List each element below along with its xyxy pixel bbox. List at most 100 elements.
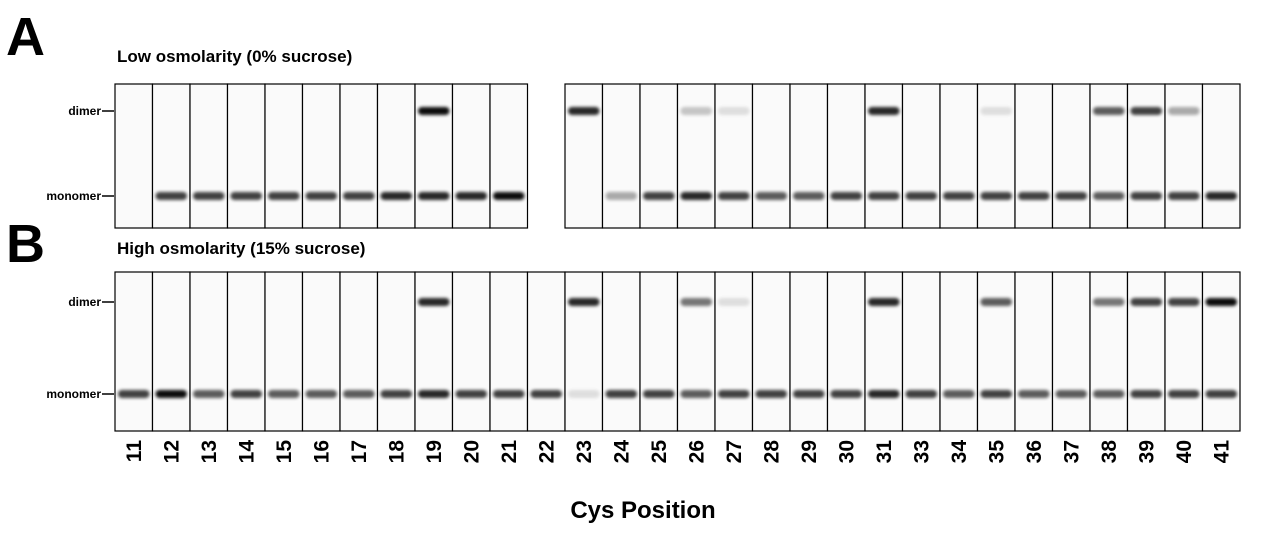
band bbox=[268, 192, 300, 200]
band bbox=[418, 298, 450, 306]
band bbox=[268, 390, 300, 398]
band bbox=[718, 192, 750, 200]
band bbox=[868, 192, 900, 200]
lane-label: 17 bbox=[348, 440, 371, 463]
band bbox=[343, 390, 375, 398]
band bbox=[981, 390, 1013, 398]
lane-label: 26 bbox=[685, 440, 708, 463]
band bbox=[1018, 192, 1050, 200]
lane-label: 36 bbox=[1023, 440, 1046, 463]
band bbox=[1093, 107, 1125, 115]
band bbox=[1131, 107, 1163, 115]
band bbox=[156, 192, 188, 200]
band bbox=[418, 390, 450, 398]
band bbox=[681, 107, 713, 115]
lane-bg bbox=[1165, 84, 1203, 228]
band bbox=[1206, 390, 1238, 398]
band bbox=[493, 192, 525, 200]
lane-bg bbox=[340, 84, 378, 228]
band bbox=[831, 192, 863, 200]
lane-bg bbox=[978, 272, 1016, 431]
lane-label: 24 bbox=[610, 440, 633, 464]
lane-label: 20 bbox=[460, 440, 483, 463]
band bbox=[568, 107, 600, 115]
lane-bg bbox=[978, 84, 1016, 228]
lane-bg bbox=[790, 272, 828, 431]
band bbox=[756, 390, 788, 398]
lane-label: 19 bbox=[423, 440, 446, 463]
band bbox=[793, 390, 825, 398]
lane-bg bbox=[1053, 84, 1091, 228]
lane-bg bbox=[228, 272, 266, 431]
band bbox=[1168, 192, 1200, 200]
band bbox=[981, 298, 1013, 306]
lane-bg bbox=[865, 272, 903, 431]
lane-bg bbox=[378, 272, 416, 431]
lane-label: 38 bbox=[1098, 440, 1121, 464]
band bbox=[1206, 298, 1238, 306]
band bbox=[1093, 192, 1125, 200]
lane-bg bbox=[753, 84, 791, 228]
lane-label: 11 bbox=[123, 440, 146, 463]
band bbox=[1018, 390, 1050, 398]
panel-letter: A bbox=[6, 7, 45, 67]
lane-bg bbox=[678, 272, 716, 431]
lane-bg bbox=[828, 84, 866, 228]
lane-label: 35 bbox=[985, 440, 1008, 464]
lane-bg bbox=[1165, 272, 1203, 431]
band bbox=[1131, 390, 1163, 398]
lane-label: 30 bbox=[835, 440, 858, 463]
band bbox=[906, 390, 938, 398]
lane-label: 37 bbox=[1060, 440, 1083, 463]
lane-bg bbox=[940, 84, 978, 228]
row-label: dimer bbox=[68, 295, 101, 309]
lane-label: 34 bbox=[948, 440, 971, 464]
lane-bg bbox=[490, 84, 528, 228]
panel-letter: B bbox=[6, 214, 45, 274]
band bbox=[381, 192, 413, 200]
band bbox=[793, 192, 825, 200]
lane-bg bbox=[753, 272, 791, 431]
lane-bg bbox=[453, 84, 491, 228]
lane-bg bbox=[640, 272, 678, 431]
lane-bg bbox=[490, 272, 528, 431]
lane-bg bbox=[715, 272, 753, 431]
lane-bg bbox=[153, 272, 191, 431]
lane-bg bbox=[453, 272, 491, 431]
lane-bg bbox=[903, 84, 941, 228]
band bbox=[156, 390, 188, 398]
band bbox=[681, 298, 713, 306]
lane-label: 23 bbox=[573, 440, 596, 463]
lane-label: 14 bbox=[235, 440, 258, 464]
lane-bg bbox=[565, 272, 603, 431]
lane-bg bbox=[1090, 272, 1128, 431]
band bbox=[531, 390, 563, 398]
band bbox=[831, 390, 863, 398]
band bbox=[1131, 298, 1163, 306]
lane-bg bbox=[265, 272, 303, 431]
lane-bg bbox=[790, 84, 828, 228]
row-label: monomer bbox=[46, 189, 101, 203]
lane-bg bbox=[1203, 272, 1241, 431]
lane-label: 27 bbox=[723, 440, 746, 463]
lane-bg bbox=[865, 84, 903, 228]
band bbox=[756, 192, 788, 200]
lane-bg bbox=[528, 272, 566, 431]
lane-bg bbox=[1203, 84, 1241, 228]
band bbox=[418, 107, 450, 115]
band bbox=[193, 192, 225, 200]
band bbox=[943, 390, 975, 398]
lane-bg bbox=[340, 272, 378, 431]
lane-label: 16 bbox=[310, 440, 333, 463]
band bbox=[193, 390, 225, 398]
band bbox=[606, 192, 638, 200]
lane-bg bbox=[1128, 272, 1166, 431]
lane-label: 31 bbox=[873, 440, 896, 464]
band bbox=[868, 390, 900, 398]
lane-bg bbox=[1090, 84, 1128, 228]
band bbox=[568, 390, 600, 398]
band bbox=[718, 298, 750, 306]
lane-bg bbox=[115, 272, 153, 431]
band bbox=[1168, 390, 1200, 398]
lane-bg bbox=[115, 84, 153, 228]
